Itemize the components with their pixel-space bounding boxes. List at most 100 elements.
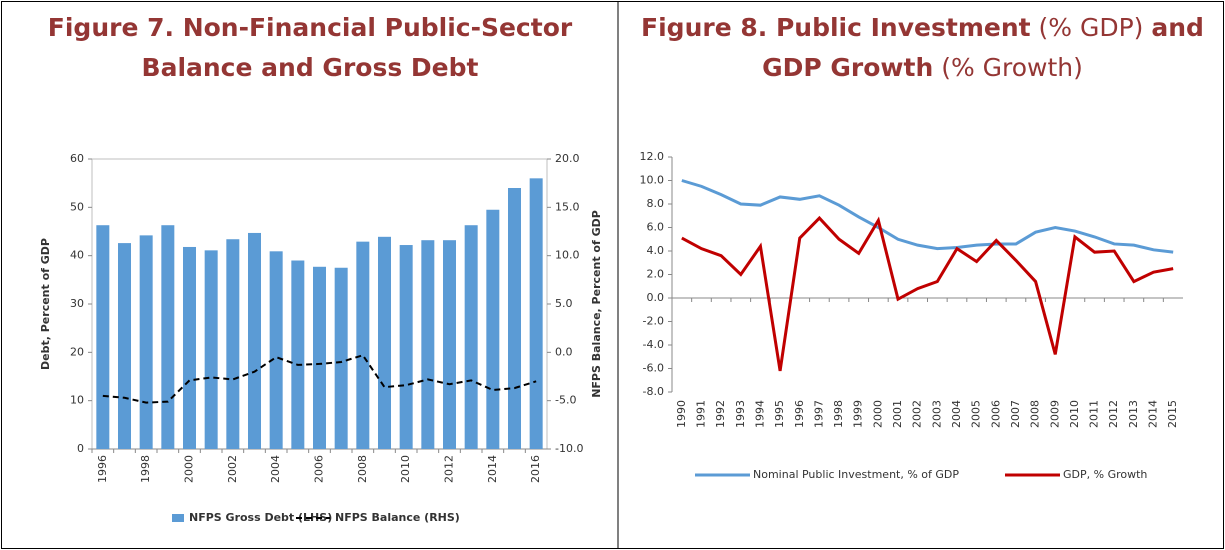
y-tick-label: 8.0 bbox=[647, 197, 665, 210]
y2-tick-label: 5.0 bbox=[555, 297, 573, 310]
legend-swatch bbox=[172, 514, 184, 522]
x-tick-label: 2001 bbox=[891, 400, 904, 428]
bar bbox=[204, 250, 218, 449]
bar bbox=[421, 240, 435, 449]
y-tick-label: 40 bbox=[70, 249, 84, 262]
x-tick-label: 2004 bbox=[269, 455, 282, 483]
legend-label: NFPS Gross Debt (LHS) bbox=[189, 511, 332, 524]
x-tick-label: 2007 bbox=[1009, 400, 1022, 428]
x-tick-label: 1998 bbox=[139, 455, 152, 483]
bar bbox=[96, 225, 110, 449]
y-tick-label: 4.0 bbox=[647, 244, 665, 257]
y2-tick-label: 15.0 bbox=[555, 200, 580, 213]
legend-label: NFPS Balance (RHS) bbox=[335, 511, 460, 524]
y-tick-label: -6.0 bbox=[643, 362, 664, 375]
title-part: Figure 8. Public Investment bbox=[641, 13, 1031, 42]
y2-tick-label: -5.0 bbox=[555, 394, 576, 407]
title-part: (% Growth) bbox=[933, 53, 1083, 82]
x-tick-label: 2009 bbox=[1048, 400, 1061, 428]
title-part: (% GDP) bbox=[1030, 13, 1152, 42]
x-tick-label: 2012 bbox=[1107, 400, 1120, 428]
bar bbox=[399, 245, 413, 449]
bar bbox=[291, 260, 305, 449]
x-tick-label: 1999 bbox=[852, 400, 865, 428]
x-tick-label: 2014 bbox=[486, 455, 499, 483]
y2-tick-label: 0.0 bbox=[555, 345, 573, 358]
x-tick-label: 2013 bbox=[1127, 400, 1140, 428]
bar bbox=[443, 240, 456, 449]
y-tick-label: 60 bbox=[70, 152, 84, 165]
x-tick-label: 2003 bbox=[930, 400, 943, 428]
x-tick-label: 2002 bbox=[226, 455, 239, 483]
bar bbox=[183, 246, 196, 449]
x-tick-label: 1996 bbox=[793, 400, 806, 428]
y-tick-label: 12.0 bbox=[640, 150, 665, 163]
bar bbox=[508, 188, 521, 449]
x-tick-label: 2014 bbox=[1147, 400, 1160, 428]
y-tick-label: 10.0 bbox=[640, 174, 665, 187]
bar bbox=[334, 267, 348, 449]
x-tick-label: 2016 bbox=[529, 455, 542, 483]
title-part: GDP Growth bbox=[762, 53, 934, 82]
figure-8-title: Figure 8. Public Investment (% GDP) and G… bbox=[630, 8, 1215, 88]
x-tick-label: 1996 bbox=[96, 455, 109, 483]
bar bbox=[248, 232, 261, 449]
bar bbox=[161, 225, 175, 449]
x-tick-label: 1992 bbox=[714, 400, 727, 428]
y-tick-label: 0.0 bbox=[647, 291, 665, 304]
bar bbox=[139, 235, 153, 449]
x-tick-label: 1997 bbox=[812, 400, 825, 428]
x-tick-label: 2000 bbox=[871, 400, 884, 428]
x-tick-label: 1991 bbox=[694, 400, 707, 428]
x-tick-label: 2005 bbox=[970, 400, 983, 428]
x-tick-label: 1990 bbox=[675, 400, 688, 428]
bar bbox=[269, 251, 283, 449]
series-line bbox=[102, 354, 537, 404]
x-tick-label: 2000 bbox=[183, 455, 196, 483]
y2-tick-label: -10.0 bbox=[555, 442, 583, 455]
bar bbox=[486, 209, 500, 449]
legend-label: Nominal Public Investment, % of GDP bbox=[753, 468, 959, 481]
x-tick-label: 2008 bbox=[356, 455, 369, 483]
y2-tick-label: 20.0 bbox=[555, 152, 580, 165]
x-tick-label: 1995 bbox=[773, 400, 786, 428]
y-tick-label: 10 bbox=[70, 394, 84, 407]
title-part: and bbox=[1151, 13, 1204, 42]
x-tick-label: 1998 bbox=[832, 400, 845, 428]
bar bbox=[464, 225, 478, 449]
x-tick-label: 1993 bbox=[734, 400, 747, 428]
y-tick-label: 50 bbox=[70, 200, 84, 213]
y-tick-label: 6.0 bbox=[647, 221, 665, 234]
y-tick-label: 20 bbox=[70, 345, 84, 358]
x-tick-label: 2002 bbox=[911, 400, 924, 428]
bar bbox=[356, 241, 370, 449]
series-line bbox=[681, 179, 1174, 254]
x-tick-label: 2010 bbox=[1068, 400, 1081, 428]
bar bbox=[118, 243, 131, 449]
x-tick-label: 2015 bbox=[1166, 400, 1179, 428]
legend-label: GDP, % Growth bbox=[1063, 468, 1147, 481]
x-tick-label: 2012 bbox=[443, 455, 456, 483]
x-tick-label: 2006 bbox=[313, 455, 326, 483]
y-tick-label: 0 bbox=[77, 442, 84, 455]
y-tick-label: 2.0 bbox=[647, 268, 665, 281]
figure-7-title: Figure 7. Non-Financial Public-Sector Ba… bbox=[47, 13, 573, 82]
x-tick-label: 1994 bbox=[753, 400, 766, 428]
x-tick-label: 2006 bbox=[989, 400, 1002, 428]
x-tick-label: 2008 bbox=[1029, 400, 1042, 428]
y2-axis-label: NFPS Balance, Percent of GDP bbox=[590, 210, 603, 398]
bar bbox=[313, 266, 326, 449]
y-tick-label: 30 bbox=[70, 297, 84, 310]
x-tick-label: 2004 bbox=[950, 400, 963, 428]
y-axis-label: Debt, Percent of GDP bbox=[39, 238, 52, 370]
y2-tick-label: 10.0 bbox=[555, 249, 580, 262]
y-tick-label: -2.0 bbox=[643, 315, 664, 328]
x-tick-label: 2010 bbox=[399, 455, 412, 483]
y-tick-label: -4.0 bbox=[643, 338, 664, 351]
bar bbox=[226, 239, 240, 449]
x-tick-label: 2011 bbox=[1088, 400, 1101, 428]
series-line bbox=[681, 215, 1174, 372]
